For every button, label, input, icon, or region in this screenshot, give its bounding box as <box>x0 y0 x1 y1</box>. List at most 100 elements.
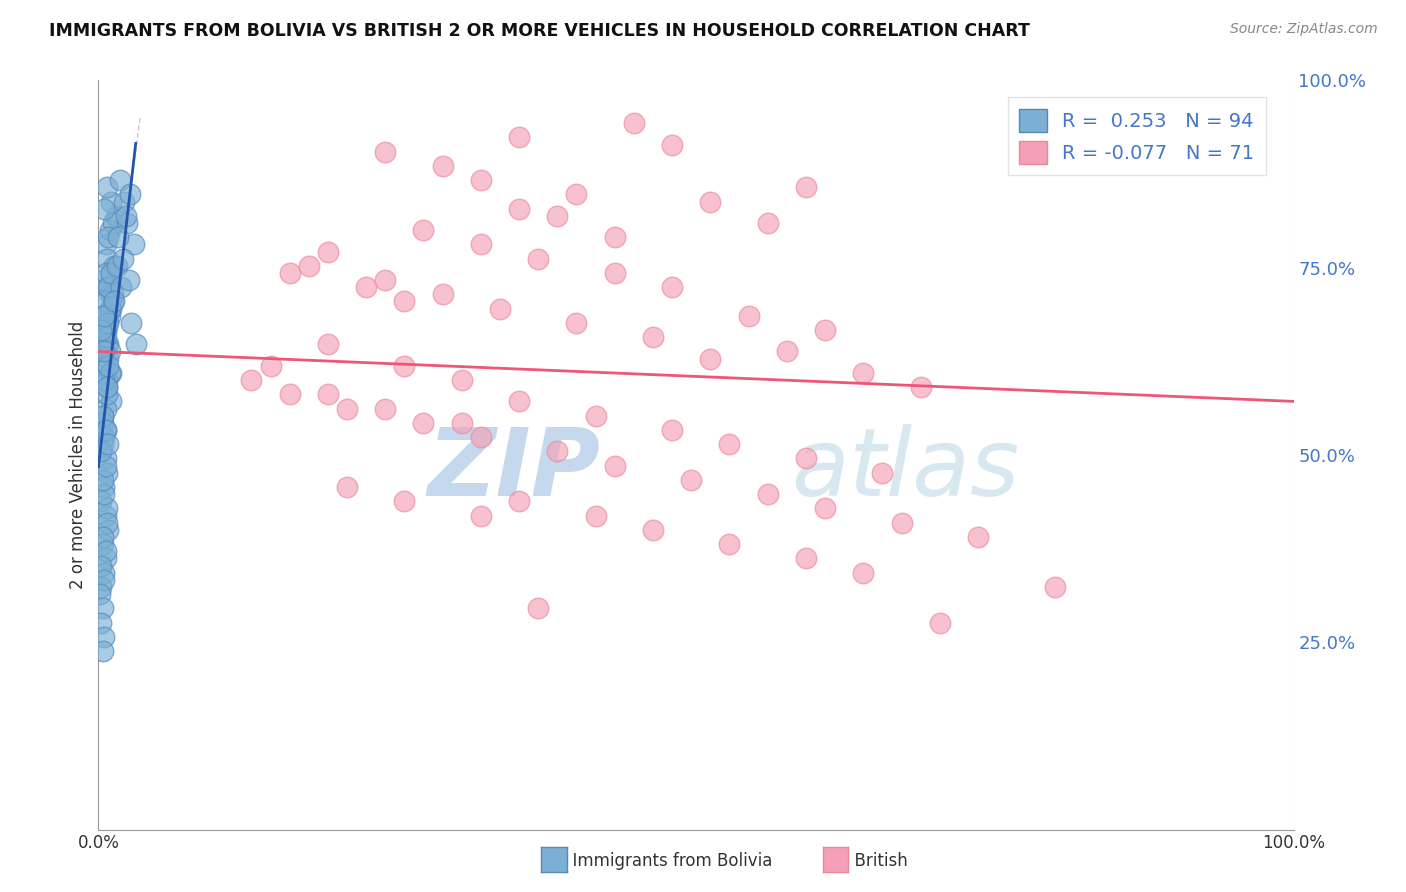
Point <box>97 230 120 244</box>
Point <box>374 401 396 416</box>
Point <box>94 458 117 473</box>
Point <box>852 366 875 380</box>
Point <box>96 516 118 530</box>
Point <box>97 280 120 294</box>
Legend: R =  0.253   N = 94, R = -0.077   N = 71: R = 0.253 N = 94, R = -0.077 N = 71 <box>1008 97 1265 176</box>
Point <box>124 237 146 252</box>
Point <box>565 187 588 202</box>
Point <box>585 409 607 423</box>
Point <box>118 187 141 202</box>
Point <box>97 337 120 351</box>
Point <box>94 237 117 252</box>
Point <box>91 409 114 423</box>
Point <box>546 209 568 223</box>
Point <box>120 316 142 330</box>
Point <box>94 544 117 558</box>
Point <box>94 294 117 309</box>
Point <box>336 401 359 416</box>
Point <box>110 280 132 294</box>
Point <box>98 344 121 359</box>
Text: British: British <box>844 852 907 870</box>
Point <box>93 566 115 580</box>
Point <box>794 551 817 566</box>
Point <box>737 309 759 323</box>
Point <box>97 523 120 537</box>
Point <box>641 330 664 344</box>
Point <box>91 437 114 451</box>
Y-axis label: 2 or more Vehicles in Household: 2 or more Vehicles in Household <box>69 321 87 589</box>
Point <box>93 487 115 501</box>
Point <box>374 273 396 287</box>
Point <box>756 487 779 501</box>
Point <box>603 230 626 244</box>
Point <box>90 323 112 337</box>
Point <box>93 373 115 387</box>
Point <box>470 237 492 252</box>
Point <box>93 630 115 644</box>
Text: ZIP: ZIP <box>427 424 600 516</box>
Point <box>756 216 779 230</box>
Point <box>91 416 114 430</box>
Point <box>91 601 114 615</box>
Point <box>354 280 377 294</box>
Point <box>94 551 117 566</box>
Point <box>259 359 281 373</box>
Point <box>93 202 115 216</box>
Point <box>94 401 117 416</box>
Point <box>96 380 118 394</box>
Point <box>776 344 799 359</box>
Point <box>470 430 492 444</box>
Point <box>432 159 454 173</box>
Point <box>97 351 120 366</box>
Point <box>94 451 117 466</box>
Point <box>94 330 117 344</box>
Point <box>96 180 118 194</box>
Point <box>91 473 114 487</box>
Point <box>96 337 118 351</box>
Point <box>394 359 416 373</box>
Point <box>91 537 114 551</box>
Point <box>96 466 118 480</box>
Point <box>661 137 683 152</box>
Point <box>661 280 683 294</box>
Point <box>94 508 117 523</box>
Point <box>98 287 121 301</box>
Point <box>565 316 588 330</box>
Point <box>412 223 434 237</box>
Point <box>546 444 568 458</box>
Point <box>278 387 301 401</box>
Point <box>412 416 434 430</box>
Point <box>96 252 118 266</box>
Point <box>394 294 416 309</box>
Point <box>527 601 550 615</box>
Point <box>101 287 124 301</box>
Point <box>585 508 607 523</box>
Point <box>699 194 721 209</box>
Text: atlas: atlas <box>792 425 1019 516</box>
Point <box>470 173 492 187</box>
Point <box>814 323 837 337</box>
Point <box>94 266 117 280</box>
Point <box>96 380 118 394</box>
Point <box>928 615 950 630</box>
Point <box>98 223 121 237</box>
Point <box>114 209 136 223</box>
Point <box>100 366 122 380</box>
Point <box>94 323 117 337</box>
Point <box>96 501 118 516</box>
Point <box>316 337 339 351</box>
Point <box>681 473 703 487</box>
Point <box>910 380 932 394</box>
Point <box>872 466 894 480</box>
Point <box>112 194 135 209</box>
Point <box>508 394 530 409</box>
Point <box>470 508 492 523</box>
Point <box>91 309 114 323</box>
Point <box>93 430 115 444</box>
Point <box>107 230 129 244</box>
Point <box>641 523 664 537</box>
Point <box>97 437 120 451</box>
Point <box>90 444 112 458</box>
Point <box>101 294 124 309</box>
Point <box>91 530 114 544</box>
